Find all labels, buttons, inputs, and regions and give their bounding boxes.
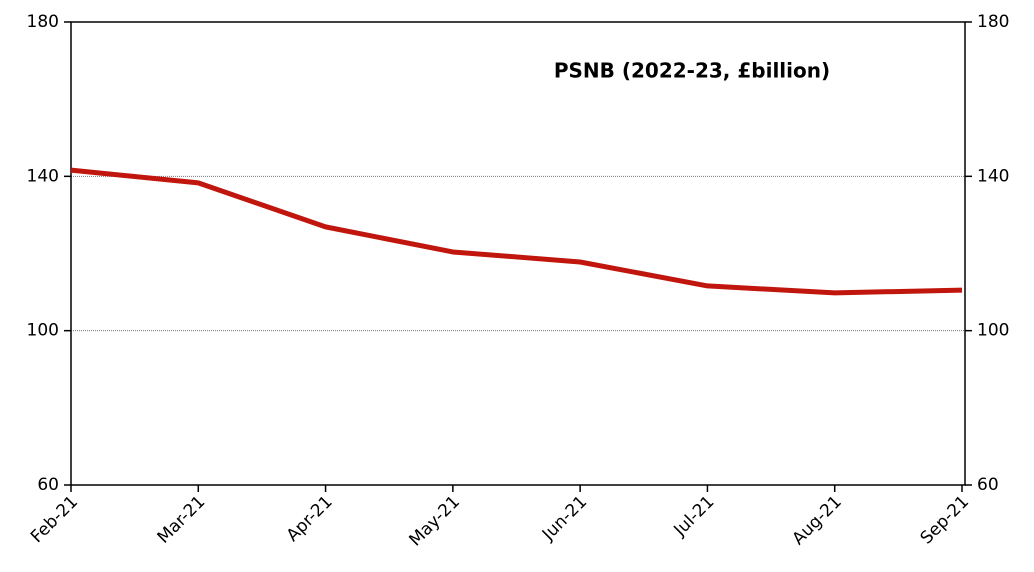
- y2-tick-label: 60: [977, 475, 999, 495]
- x-tick-label: Feb-21: [27, 492, 82, 547]
- y-tick-label: 60: [37, 475, 59, 495]
- y-tick-label: 180: [27, 12, 59, 32]
- y2-tick-label: 140: [977, 166, 1009, 186]
- x-tick-label: May-21: [406, 492, 464, 550]
- y2-tick-label: 180: [977, 12, 1009, 32]
- x-tick-label: Aug-21: [789, 492, 846, 549]
- y2-tick-label: 100: [977, 321, 1009, 341]
- y-tick-label: 100: [27, 321, 59, 341]
- x-tick-label: Sep-21: [917, 492, 973, 548]
- plot-frame: [70, 21, 966, 486]
- x-tick-label: Jun-21: [538, 492, 591, 545]
- data-line: [70, 167, 963, 296]
- x-tick-label: Mar-21: [154, 492, 210, 548]
- x-tick-label: Jul-21: [670, 492, 719, 541]
- x-tick-label: Apr-21: [283, 492, 337, 546]
- chart-title: PSNB (2022-23, £billion): [554, 59, 830, 83]
- y-tick-label: 140: [27, 166, 59, 186]
